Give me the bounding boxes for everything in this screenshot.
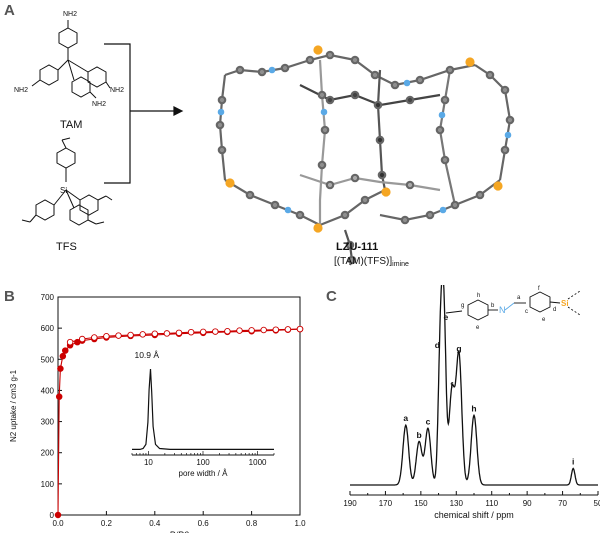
isotherm-x-tick-label: 0.6: [198, 519, 210, 528]
structure-nitrogen: N: [499, 305, 506, 315]
isotherm-point: [199, 328, 207, 336]
structure-label-e-right: e: [542, 317, 546, 323]
inset-x-tick-label: 100: [196, 458, 210, 467]
inset-peak-label: 10.9 Å: [134, 350, 159, 360]
panel-letter-c: C: [326, 288, 337, 305]
nmr-peak-label-a: a: [403, 413, 408, 423]
nmr-peak-label-e: e: [444, 312, 449, 322]
isotherm-x-tick-label: 0.2: [101, 519, 113, 528]
isotherm-y-tick-label: 300: [41, 418, 55, 427]
panel-letter-a: A: [4, 2, 15, 19]
nmr-peak-label-g: g: [456, 344, 461, 354]
nmr-peak-label-c: c: [426, 417, 431, 427]
isotherm-frame: [57, 296, 301, 516]
isotherm-point: [296, 325, 304, 333]
isotherm-y-tick-label: 0: [50, 511, 55, 520]
tam-label: TAM: [60, 119, 82, 131]
structure-label-g: g: [461, 303, 464, 309]
nmr-peak-label-h: h: [471, 403, 476, 413]
isotherm-point: [59, 352, 67, 360]
isotherm-x-tick-label: 0.0: [52, 519, 64, 528]
isotherm-point: [139, 331, 146, 338]
tam-nh2-right: NH2: [110, 87, 124, 94]
isotherm-y-tick-label: 400: [41, 386, 55, 395]
isotherm-point: [272, 326, 280, 333]
panel-letter-b: B: [4, 288, 15, 305]
isotherm-point: [284, 326, 292, 333]
isotherm-point: [55, 393, 63, 400]
isotherm-y-tick-label: 500: [41, 355, 55, 364]
nmr-x-tick-label: 150: [414, 499, 428, 508]
inset-x-tick-label: 10: [144, 458, 153, 467]
isotherm-point: [115, 332, 122, 339]
structure-label-h: h: [477, 293, 480, 299]
isotherm-point: [224, 328, 231, 335]
nmr-spectrum-line: [350, 285, 598, 486]
nmr-x-tick-label: 190: [343, 499, 357, 508]
nmr-x-tick-label: 110: [485, 499, 498, 508]
isotherm-point: [175, 329, 183, 337]
repeat-unit-structure: [445, 290, 581, 321]
tfs-label: TFS: [56, 241, 77, 253]
panel-a-figure: NH2 NH2 NH2 NH2 TAM Si TFS: [14, 11, 515, 268]
isotherm-x-tick-label: 1.0: [294, 519, 306, 528]
tam-nh2-left: NH2: [14, 87, 28, 94]
isotherm-point: [57, 365, 64, 372]
structure-label-a: a: [517, 295, 521, 301]
isotherm-series-line-0: [57, 328, 301, 516]
structure-label-c: c: [525, 309, 528, 315]
nmr-x-tick-label: 50: [594, 499, 600, 508]
inset-x-tick-label: 1000: [249, 458, 267, 467]
isotherm-point: [163, 330, 171, 337]
tam-nh2-top: NH2: [63, 11, 77, 18]
nmr-peak-label-d: d: [435, 340, 440, 350]
inset-psd-line: [132, 368, 274, 450]
isotherm-point: [62, 347, 69, 354]
isotherm-y-tick-label: 700: [41, 293, 55, 302]
isotherm-point: [236, 327, 243, 334]
isotherm-y-label: N2 uptake / cm3 g-1: [9, 369, 18, 442]
isotherm-point: [54, 511, 62, 519]
isotherm-point: [91, 334, 98, 341]
nmr-x-tick-label: 170: [379, 499, 393, 508]
nmr-peak-label-i: i: [572, 456, 574, 466]
isotherm-point: [248, 327, 255, 334]
structure-silicon: Si: [561, 299, 569, 308]
isotherm-x-tick-label: 0.8: [246, 519, 258, 528]
isotherm-point: [260, 326, 267, 334]
nmr-peak-label-f: f: [450, 380, 453, 390]
reaction-arrow: [104, 43, 184, 184]
tam-structure: [31, 20, 111, 99]
isotherm-point: [127, 331, 134, 339]
nmr-peak-label-b: b: [416, 430, 421, 440]
tam-nh2-front: NH2: [92, 101, 106, 108]
isotherm-y-tick-label: 600: [41, 324, 55, 333]
structure-label-f: f: [538, 286, 540, 292]
svg-text:Si: Si: [60, 186, 67, 195]
isotherm-point: [187, 328, 195, 336]
isotherm-point: [151, 330, 159, 337]
tfs-structure: [21, 137, 113, 226]
isotherm-y-tick-label: 100: [41, 480, 55, 489]
isotherm-point: [212, 328, 219, 335]
isotherm-y-tick-label: 200: [41, 449, 55, 458]
lzu-111-framework: [215, 45, 515, 266]
product-formula: [(TAM)(TFS)]imine: [334, 256, 409, 268]
nmr-x-tick-label: 90: [523, 499, 532, 508]
isotherm-x-tick-label: 0.4: [149, 519, 161, 528]
nmr-x-label: chemical shift / ppm: [434, 510, 514, 520]
isotherm-point: [78, 335, 86, 343]
inset-x-label: pore width / Å: [179, 469, 229, 478]
structure-label-b: b: [491, 303, 495, 309]
isotherm-chart: 0.0 0.2 0.4 0.6 0.8 1.0 0 100 200 300 400 500 600 700…: [9, 293, 306, 533]
isotherm-point: [66, 338, 74, 346]
nmr-x-tick-label: 130: [450, 499, 464, 508]
structure-label-e-left: e: [476, 325, 480, 331]
structure-label-d: d: [553, 307, 556, 313]
nmr-x-tick-label: 70: [558, 499, 567, 508]
isotherm-x-label: P/P0: [169, 530, 189, 533]
isotherm-point: [103, 332, 110, 340]
product-name: LZU-111: [336, 241, 378, 253]
